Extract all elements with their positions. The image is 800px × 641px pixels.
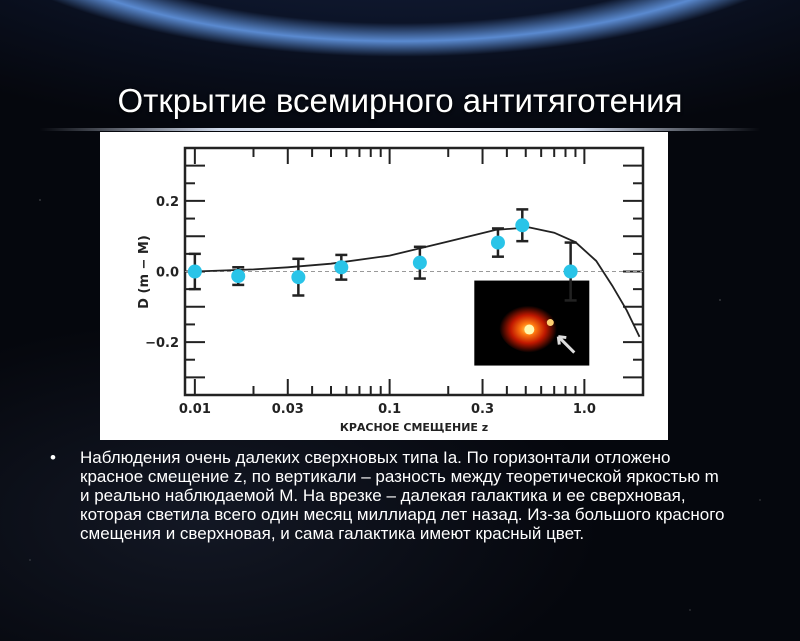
bullet-icon: •: [50, 448, 56, 467]
galaxy-core: [524, 324, 535, 335]
x-tick-label: 0.01: [179, 402, 211, 417]
arrow-icon: [556, 335, 576, 354]
x-tick-label: 1.0: [573, 402, 596, 417]
x-tick-label: 0.1: [378, 402, 401, 417]
data-point: [412, 255, 427, 270]
supernova: [546, 319, 554, 327]
data-point: [231, 269, 246, 284]
slide-title: Открытие всемирного антитяготения: [117, 82, 683, 119]
y-tick-label: 0.2: [156, 195, 179, 210]
data-point: [291, 270, 306, 285]
horizon-glow: [40, 128, 760, 131]
data-point: [515, 218, 530, 233]
data-point: [187, 264, 202, 279]
y-tick-label: 0.0: [156, 266, 179, 281]
x-tick-label: 0.03: [272, 402, 304, 417]
x-tick-label: 0.3: [471, 402, 494, 417]
y-tick-label: −0.2: [145, 336, 179, 351]
y-axis-label: D (m − M): [137, 235, 152, 309]
x-axis-label: КРАСНОЕ СМЕЩЕНИЕ z: [340, 421, 488, 434]
data-point: [334, 260, 349, 275]
bullet-text: Наблюдения очень далеких сверхновых типа…: [80, 448, 725, 543]
data-point: [490, 235, 505, 250]
model-curve: [194, 226, 641, 338]
data-point: [563, 264, 578, 279]
bullet-list: • Наблюдения очень далеких сверхновых ти…: [50, 448, 730, 543]
